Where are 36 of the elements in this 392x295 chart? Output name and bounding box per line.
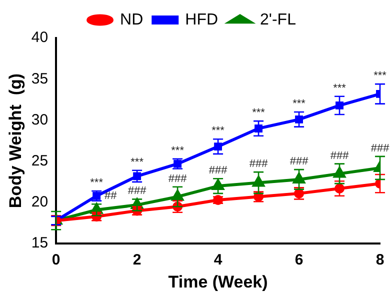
x-tick-label: 0	[52, 252, 60, 269]
y-tick-label: 20	[31, 194, 48, 211]
y-tick-label: 35	[31, 70, 48, 88]
annotation: ***	[212, 125, 226, 138]
legend-label: 2'-FL	[260, 11, 296, 28]
annotation: ***	[292, 98, 306, 110]
x-tick-label: 2	[132, 252, 142, 269]
y-tick-label: 40	[31, 29, 48, 46]
annotation: ###	[370, 142, 390, 154]
x-tick-label: 6	[294, 252, 304, 269]
point	[334, 167, 346, 178]
annotation: ##	[104, 190, 118, 202]
annotation: ***	[171, 144, 185, 157]
x-axis-title: Time (Week)	[168, 272, 268, 292]
point	[172, 190, 184, 201]
x-tick-label: 4	[214, 252, 223, 269]
annotation: ###	[208, 164, 228, 177]
y-tick-label: 25	[31, 152, 48, 170]
annotation: ###	[128, 185, 148, 198]
annotation: ***	[374, 70, 388, 82]
annotation: ###	[290, 156, 310, 168]
y-tick-label: 15	[31, 234, 48, 252]
annotation: ###	[249, 158, 269, 170]
annotation: ###	[168, 172, 188, 185]
legend-label: HFD	[185, 11, 218, 28]
annotation: ###	[330, 150, 350, 162]
legend-label: ND	[120, 11, 144, 28]
y-axis-title: Body Weight (g)	[6, 73, 25, 208]
annotation: ***	[90, 177, 104, 189]
y-tick-label: 30	[31, 111, 48, 128]
annotation: ***	[252, 107, 266, 120]
x-tick-label: 8	[376, 252, 384, 269]
annotation: ***	[333, 82, 347, 94]
point	[293, 172, 305, 184]
point	[252, 176, 264, 187]
annotation: ***	[130, 156, 144, 168]
